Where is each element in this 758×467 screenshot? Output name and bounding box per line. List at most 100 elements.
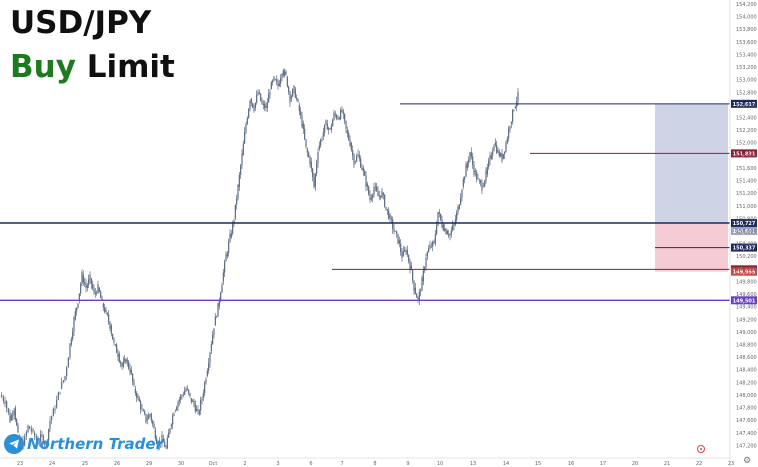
candle-body (517, 91, 519, 102)
target-zone[interactable] (655, 103, 728, 223)
candle-body (421, 277, 423, 291)
gear-icon[interactable]: ⚙ (742, 455, 752, 465)
candle-body (406, 249, 408, 255)
candle-body (204, 382, 206, 394)
time-tick-label: 9 (406, 461, 409, 467)
candle-body (362, 167, 364, 172)
candle-body (30, 428, 32, 432)
candle-body (394, 231, 396, 232)
candle-body (346, 130, 348, 133)
candle-body (446, 231, 448, 235)
candle-body (265, 106, 267, 109)
candle-body (505, 142, 507, 152)
candle-body (70, 339, 72, 345)
candle-body (40, 434, 42, 442)
time-axis[interactable]: 23 24 25 26 29 30 Oct 2 3 6 7 8 9 10 13 14 15 16 17 20 21 22 2… (0, 457, 734, 467)
price-tick-label: 153,000 (736, 78, 757, 84)
candle-body (176, 407, 178, 411)
candle-body (232, 222, 234, 234)
candle-body (45, 443, 47, 445)
candle-body (102, 303, 104, 308)
candle-body (513, 109, 515, 111)
candle-body (97, 284, 99, 294)
candle-body (294, 89, 296, 98)
candle-body (169, 428, 171, 433)
candle-series (1, 68, 519, 451)
time-tick-label: 6 (309, 461, 312, 467)
candle-body (32, 429, 34, 432)
candle-body (89, 274, 91, 280)
candle-body (484, 180, 486, 187)
candle-body (64, 376, 66, 381)
candle-body (393, 228, 395, 232)
candle-body (113, 339, 115, 343)
time-tick-label: 13 (470, 461, 476, 467)
price-tick-label: 147,800 (736, 406, 757, 412)
candle-body (129, 368, 131, 373)
candle-body (17, 425, 19, 433)
candle-body (125, 358, 127, 364)
candle-body (196, 409, 198, 412)
price-axis[interactable]: 154,200 154,000 153,800 153,600 153,400 153,2… (729, 0, 757, 467)
candle-body (38, 441, 40, 443)
candle-body (208, 362, 210, 371)
candle-body (209, 352, 211, 363)
candle-body (42, 435, 44, 443)
candle-body (272, 80, 274, 83)
time-tick-label: 25 (82, 461, 88, 467)
candle-body (161, 435, 163, 444)
candle-body (293, 85, 295, 90)
candle-body (118, 353, 120, 362)
candle-body (168, 432, 170, 438)
candle-body (301, 115, 303, 127)
candle-body (2, 397, 4, 402)
candle-body (408, 254, 410, 262)
chart-title-symbol: USD/JPY (10, 5, 152, 41)
price-tick-label: 150,600 (736, 229, 757, 235)
candle-body (476, 171, 478, 180)
price-tick-label: 149,200 (736, 317, 757, 323)
candle-body (178, 399, 180, 402)
candle-body (333, 112, 335, 120)
candle-body (172, 415, 174, 425)
candle-body (460, 197, 462, 205)
candle-body (466, 162, 468, 168)
candle-body (288, 86, 290, 92)
candle-body (188, 389, 190, 394)
candle-body (116, 344, 118, 353)
candle-body (158, 441, 160, 446)
candle-body (184, 391, 186, 395)
price-tick-label: 149,600 (736, 292, 757, 298)
candle-body (4, 401, 6, 405)
candle-body (440, 213, 442, 220)
candle-body (268, 93, 270, 103)
price-label-text-target: 152,617 (733, 102, 756, 108)
time-tick-label: 7 (340, 461, 343, 467)
price-tick-label: 147,400 (736, 431, 757, 437)
candle-body (142, 410, 144, 412)
candle-body (368, 186, 370, 195)
candle-body (52, 408, 54, 417)
candle-body (237, 184, 239, 199)
price-tick-label: 153,200 (736, 65, 757, 71)
candle-body (326, 123, 328, 130)
candle-body (160, 441, 162, 444)
candle-body (274, 79, 276, 81)
event-marker-icon[interactable] (697, 445, 705, 453)
candle-body (506, 138, 508, 143)
candle-body (472, 156, 474, 165)
candle-body (332, 119, 334, 127)
candle-body (448, 234, 450, 236)
candle-body (344, 113, 346, 121)
candle-body (470, 152, 472, 157)
time-tick-label: Oct (209, 461, 218, 467)
candle-body (486, 167, 488, 175)
candle-body (137, 396, 139, 398)
candle-body (420, 290, 422, 292)
candle-body (74, 311, 76, 320)
time-tick-label: 30 (178, 461, 184, 467)
candle-body (104, 307, 106, 312)
candle-body (177, 401, 179, 408)
price-label-entry (731, 218, 757, 227)
